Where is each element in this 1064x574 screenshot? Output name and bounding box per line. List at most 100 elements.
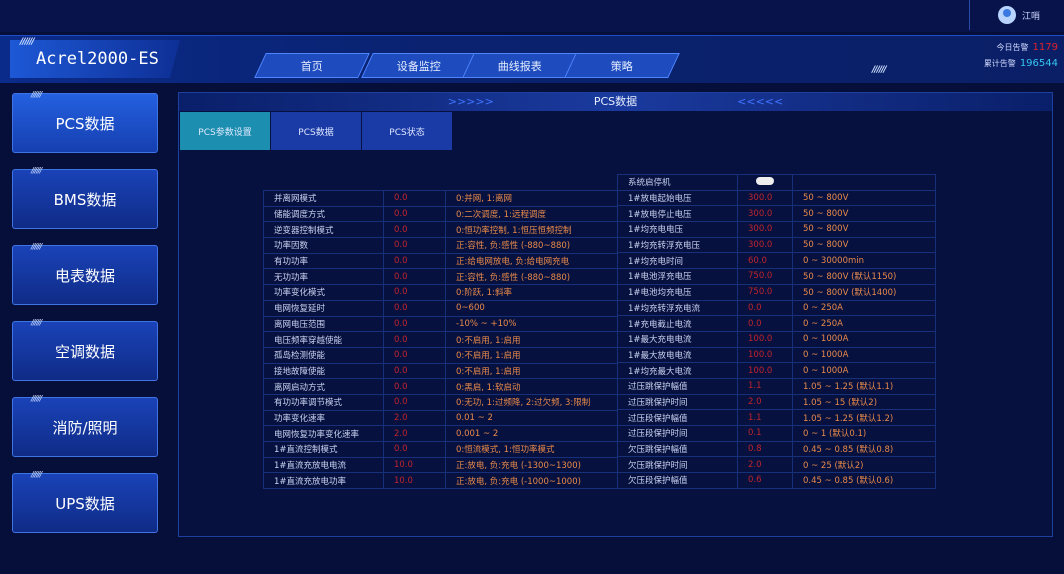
panel-tab[interactable]: PCS状态 [362, 112, 453, 150]
user-menu[interactable]: 江哨 [969, 0, 1064, 30]
sidebar-item-label: 电表数据 [54, 266, 115, 285]
param-value[interactable]: 0.0 [383, 331, 446, 348]
sidebar-item[interactable]: ////// UPS数据 [12, 470, 158, 533]
param-value[interactable]: 750.0 [737, 268, 793, 285]
param-value[interactable]: 0.6 [737, 472, 793, 489]
param-name: 过压跳保护时间 [617, 393, 738, 411]
panel-tab[interactable]: PCS参数设置 [180, 112, 271, 150]
param-value[interactable]: 0.0 [383, 346, 446, 364]
param-value[interactable]: 1.1 [737, 377, 793, 395]
param-value[interactable]: 0.0 [737, 299, 793, 317]
param-value[interactable]: 100.0 [737, 330, 793, 348]
param-value[interactable]: 2.0 [383, 425, 446, 442]
param-range: 50 ~ 800V (默认1400) [792, 283, 936, 301]
param-value[interactable]: 300.0 [737, 236, 793, 254]
table-row: 1#均充电时间 60.0 0 ~ 30000min [617, 252, 936, 270]
today-alarm-value: 1179 [1032, 42, 1058, 53]
sidebar-item-label: 消防/照明 [52, 418, 118, 437]
param-name: 1#充电截止电流 [617, 315, 738, 332]
sidebar-item[interactable]: ////// BMS数据 [12, 166, 158, 229]
param-value[interactable]: 300.0 [737, 221, 793, 238]
table-row: 1#直流充放电电流 10.0 正:放电, 负:充电 (-1300~1300) [263, 456, 618, 474]
param-value[interactable]: 300.0 [737, 189, 793, 207]
param-value[interactable]: 0.1 [737, 425, 793, 442]
param-name: 1#放电停止电压 [617, 205, 738, 223]
param-value[interactable]: 0.0 [383, 393, 446, 411]
table-row: 功率因数 0.0 正:容性, 负:感性 (-880~880) [263, 237, 618, 254]
param-value[interactable]: 60.0 [737, 252, 793, 270]
table-row: 1#电池浮充电压 750.0 50 ~ 800V (默认1150) [617, 268, 936, 285]
param-value[interactable]: 0.0 [737, 315, 793, 332]
param-name: 欠压跳保护时间 [617, 456, 738, 474]
system-start-stop-toggle[interactable] [756, 176, 774, 185]
table-row: 并离网模式 0.0 0:并网, 1:离网 [263, 190, 618, 207]
table-row: 1#最大放电电流 100.0 0 ~ 1000A [617, 346, 936, 364]
param-range: 0:不启用, 1:启用 [445, 362, 618, 380]
param-value[interactable]: 0.0 [383, 362, 446, 380]
param-name: 离网启动方式 [263, 378, 384, 395]
param-value[interactable]: 750.0 [737, 283, 793, 301]
panel-tab[interactable]: PCS数据 [271, 112, 362, 150]
param-value[interactable]: 10.0 [383, 472, 446, 490]
param-range: 50 ~ 800V [792, 236, 936, 254]
nav-tab-label: 设备监控 [397, 59, 441, 73]
stripes-decoration: ////// [31, 90, 42, 99]
param-range: 0.001 ~ 2 [445, 425, 618, 442]
param-value[interactable]: 0.0 [383, 299, 446, 317]
param-value[interactable]: 0.0 [383, 237, 446, 254]
sidebar-item[interactable]: ////// 空调数据 [12, 318, 158, 381]
avatar [998, 6, 1016, 24]
param-range: 0 ~ 25 (默认2) [792, 456, 936, 474]
param-name: 1#最大放电电流 [617, 346, 738, 364]
table-row: 电网恢复延时 0.0 0~600 [263, 299, 618, 317]
param-name: 电网恢复功率变化速率 [263, 425, 384, 442]
param-value[interactable]: 0.0 [383, 221, 446, 239]
param-range: 0 ~ 1000A [792, 362, 936, 379]
param-value[interactable]: 1.1 [737, 409, 793, 426]
param-name: 1#直流控制模式 [263, 441, 384, 458]
param-range: 50 ~ 800V [792, 189, 936, 207]
param-name: 1#均充电电压 [617, 221, 738, 238]
today-alarm[interactable]: 今日告警 1179 [997, 42, 1058, 53]
param-name: 1#均充转浮充电压 [617, 236, 738, 254]
param-value[interactable]: 0.0 [383, 268, 446, 286]
param-value[interactable]: 10.0 [383, 456, 446, 474]
panel-title: >>>>> PCS数据 <<<<< [179, 93, 1052, 111]
param-value[interactable]: 0.0 [383, 378, 446, 395]
param-value[interactable]: 0.0 [383, 315, 446, 333]
table-row: 1#直流充放电功率 10.0 正:放电, 负:充电 (-1000~1000) [263, 472, 618, 490]
nav-tab[interactable]: 曲线报表 [462, 53, 578, 78]
nav-tab[interactable]: 策略 [564, 53, 680, 78]
nav-tab[interactable]: 设备监控 [361, 53, 477, 78]
param-range: 0.45 ~ 0.85 (默认0.6) [792, 472, 936, 489]
table-row: 1#电池均充电压 750.0 50 ~ 800V (默认1400) [617, 283, 936, 301]
param-value[interactable]: 0.0 [383, 205, 446, 223]
param-value[interactable]: 100.0 [737, 362, 793, 379]
param-value[interactable]: 2.0 [737, 393, 793, 411]
param-value[interactable]: 0.8 [737, 440, 793, 458]
param-value[interactable]: 0.0 [383, 190, 446, 207]
param-name: 孤岛检测使能 [263, 346, 384, 364]
param-range: 0 ~ 1 (默认0.1) [792, 425, 936, 442]
total-alarm[interactable]: 累计告警 196544 [984, 58, 1058, 69]
param-range: 正:放电, 负:充电 (-1300~1300) [445, 456, 618, 474]
stripes-decoration: ////// [20, 37, 35, 47]
empty-cell [792, 174, 936, 191]
table-row: 1#充电截止电流 0.0 0 ~ 250A [617, 315, 936, 332]
param-value[interactable]: 2.0 [383, 409, 446, 427]
table-row: 电压频率穿越使能 0.0 0:不启用, 1:启用 [263, 331, 618, 348]
param-value[interactable]: 0.0 [383, 252, 446, 270]
nav-tab[interactable]: 首页 [254, 53, 370, 78]
sidebar-item[interactable]: ////// 电表数据 [12, 242, 158, 305]
param-range: 50 ~ 800V (默认1150) [792, 268, 936, 285]
table-row: 1#最大充电电流 100.0 0 ~ 1000A [617, 330, 936, 348]
param-value[interactable]: 300.0 [737, 205, 793, 223]
param-value[interactable]: 100.0 [737, 346, 793, 364]
param-value[interactable]: 0.0 [383, 284, 446, 301]
param-value[interactable]: 0.0 [383, 441, 446, 458]
table-row: 储能调度方式 0.0 0:二次调度, 1:远程调度 [263, 205, 618, 223]
sidebar-item[interactable]: ////// PCS数据 [12, 90, 158, 153]
table-row: 孤岛检测使能 0.0 0:不启用, 1:启用 [263, 346, 618, 364]
param-value[interactable]: 2.0 [737, 456, 793, 474]
sidebar-item[interactable]: ////// 消防/照明 [12, 394, 158, 457]
